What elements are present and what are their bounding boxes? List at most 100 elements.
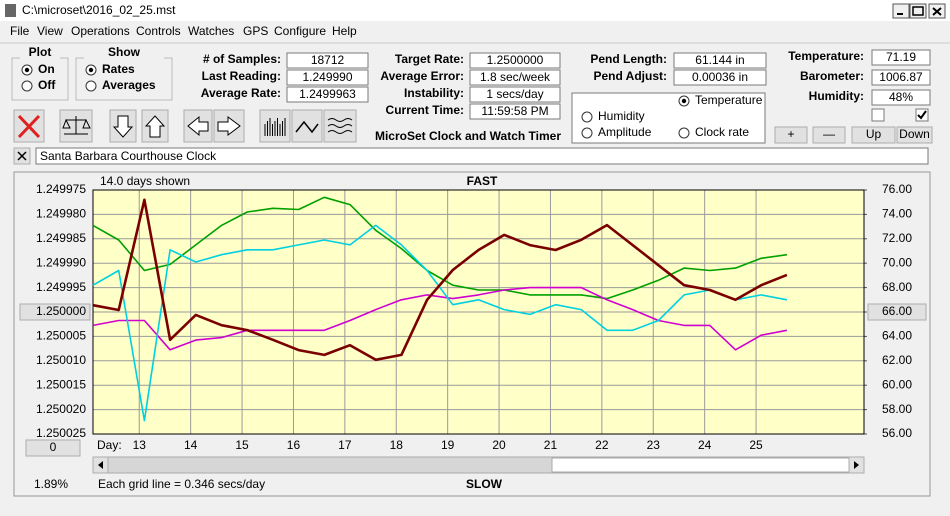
y-tick-label: 1.249995 <box>36 280 86 294</box>
radio-button[interactable] <box>21 80 33 92</box>
field-label: Humidity: <box>809 89 864 103</box>
y-tick-label: 1.250005 <box>36 329 86 343</box>
x-tick-label: 16 <box>287 438 301 452</box>
x-tick-label: 14 <box>184 438 198 452</box>
series-line <box>92 198 788 362</box>
radio-button[interactable] <box>85 80 97 92</box>
y2-tick-label: 70.00 <box>882 255 912 269</box>
radio-label[interactable]: Rates <box>102 62 135 76</box>
icon-wave <box>295 120 319 134</box>
menu-item[interactable]: Controls <box>136 24 181 38</box>
y2-tick-label: 60.00 <box>882 377 912 391</box>
y-tick-label: 1.249985 <box>36 231 86 245</box>
button-label[interactable]: Down <box>899 127 930 141</box>
x-tick-label: 23 <box>647 438 661 452</box>
button-label[interactable]: Up <box>866 127 882 141</box>
x-tick-label: 19 <box>441 438 455 452</box>
y2-tick-label: 66.00 <box>882 304 912 318</box>
radio-label[interactable]: On <box>38 62 55 76</box>
group-label-bg <box>84 47 164 59</box>
legend-label[interactable]: Temperature <box>695 93 763 107</box>
y2-tick-label: 76.00 <box>882 182 912 196</box>
field-label: Pend Length: <box>590 52 667 66</box>
toolbar-button[interactable] <box>323 109 357 143</box>
button-label[interactable]: + <box>787 127 794 141</box>
field-box <box>871 69 931 86</box>
legend-radio[interactable] <box>581 127 593 139</box>
button[interactable] <box>812 126 846 144</box>
legend-radio[interactable] <box>678 127 690 139</box>
field-value: 1.8 sec/week <box>480 70 551 84</box>
menu-item[interactable]: File <box>10 24 30 38</box>
field-box <box>871 89 931 106</box>
y-tick-label: 1.249975 <box>36 182 86 196</box>
field-box <box>469 86 561 103</box>
series-line <box>92 224 788 422</box>
plot-selector <box>571 92 766 144</box>
icon-x <box>17 114 41 139</box>
icon-clear <box>17 151 27 161</box>
field-label: Average Error: <box>380 69 464 83</box>
field-label: # of Samples: <box>203 52 281 66</box>
menu-item[interactable]: Configure <box>274 24 326 38</box>
minimize-button[interactable] <box>892 3 910 19</box>
y2-tick-label: 68.00 <box>882 280 912 294</box>
radio-dot <box>24 67 30 73</box>
clock-name-box[interactable] <box>35 147 929 165</box>
icon-waves <box>327 118 353 134</box>
field-value: 48% <box>889 90 913 104</box>
y-tick-label: 1.250025 <box>36 426 86 440</box>
radio-label[interactable]: Off <box>38 78 56 92</box>
button[interactable] <box>774 126 808 144</box>
legend-label[interactable]: Clock rate <box>695 125 749 139</box>
menu-item[interactable]: Watches <box>188 24 234 38</box>
field-value: 1.249990 <box>302 70 352 84</box>
close-button[interactable] <box>928 3 946 19</box>
checkbox[interactable] <box>871 108 885 122</box>
scrollbar-thumb[interactable] <box>551 457 850 473</box>
window-title: C:\microset\2016_02_25.mst <box>22 3 176 17</box>
app-title: MicroSet Clock and Watch Timer <box>375 129 561 143</box>
x-tick-label: 17 <box>338 438 352 452</box>
reference-box[interactable] <box>867 303 927 321</box>
field-box <box>286 69 369 86</box>
button[interactable] <box>896 126 933 144</box>
menu-item[interactable]: View <box>37 24 63 38</box>
maximize-button[interactable] <box>909 3 927 19</box>
legend-label[interactable]: Humidity <box>598 109 645 123</box>
field-value: 18712 <box>311 53 345 67</box>
field-box <box>469 103 561 120</box>
legend-label[interactable]: Amplitude <box>598 125 652 139</box>
field-value: 71.19 <box>886 50 916 64</box>
menu-item[interactable]: Help <box>332 24 357 38</box>
field-box <box>673 52 767 69</box>
offset-button[interactable] <box>25 439 81 457</box>
radio-dot <box>88 67 94 73</box>
icon-scale <box>62 116 91 135</box>
field-value: 61.144 in <box>695 53 744 67</box>
field-value: 1.2500000 <box>487 53 544 67</box>
button[interactable] <box>851 126 896 144</box>
button-label[interactable]: — <box>823 127 835 141</box>
menu-item[interactable]: GPS <box>243 24 268 38</box>
field-value: 1 secs/day <box>486 87 543 101</box>
legend-radio[interactable] <box>581 111 593 123</box>
x-tick-label: 20 <box>492 438 506 452</box>
field-label: Current Time: <box>386 103 464 117</box>
x-tick-label: 21 <box>544 438 558 452</box>
grid-note: Each grid line = 0.346 secs/day <box>98 477 265 491</box>
reference-box[interactable] <box>19 303 91 321</box>
offset-value[interactable]: 0 <box>50 440 57 454</box>
menu-item[interactable]: Operations <box>71 24 130 38</box>
x-axis-label: Day: <box>97 438 122 452</box>
field-box <box>871 49 931 66</box>
field-label: Last Reading: <box>202 69 281 83</box>
radio-label[interactable]: Averages <box>102 78 156 92</box>
slow-label: SLOW <box>466 477 503 491</box>
x-tick-label: 24 <box>698 438 712 452</box>
group-label: Plot <box>29 45 52 59</box>
plot-border <box>92 189 865 435</box>
group-label: Show <box>108 45 141 59</box>
